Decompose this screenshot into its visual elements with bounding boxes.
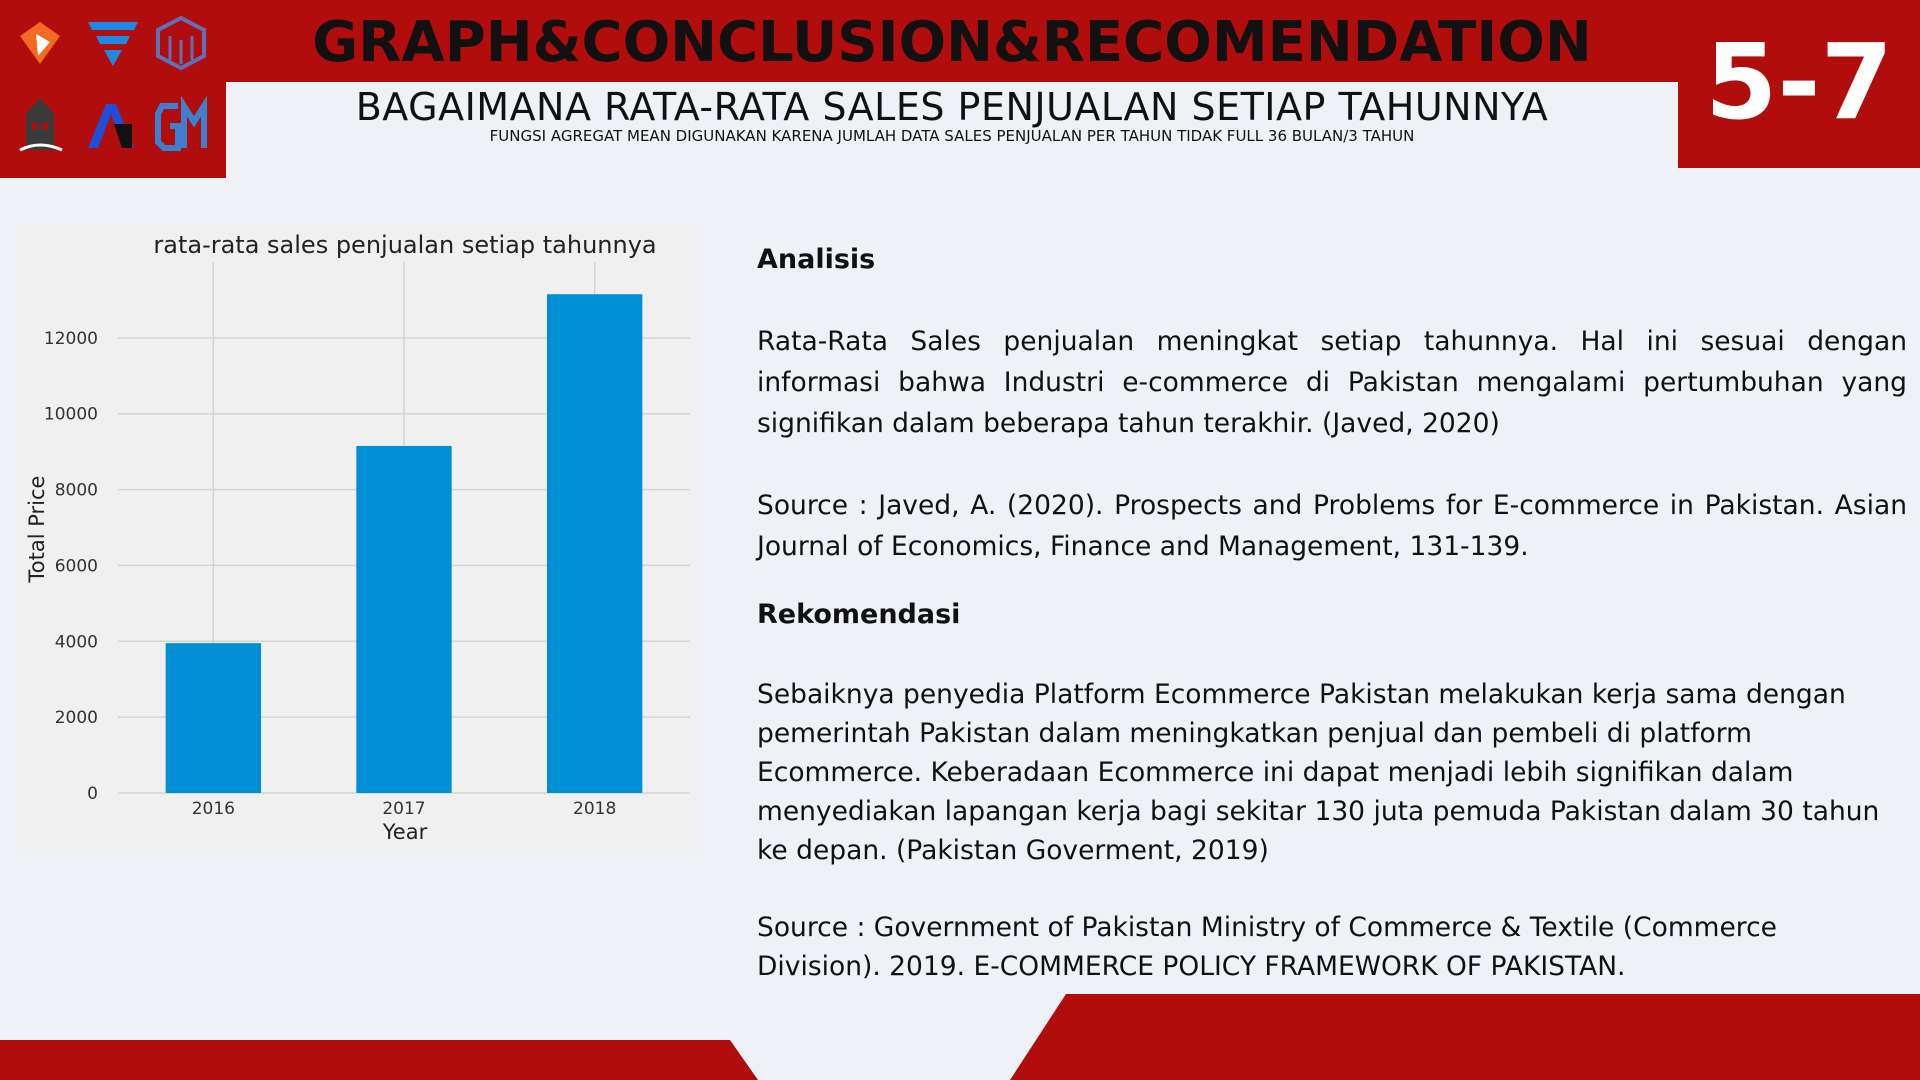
building-logo-icon [19, 98, 63, 152]
subtitle-panel [226, 82, 1678, 178]
cube-logo-icon [156, 15, 206, 71]
x-tick-label: 2016 [192, 799, 235, 819]
y-tick-label: 2000 [55, 708, 98, 728]
bottom-decoration [0, 994, 1920, 1080]
v-logo-icon [88, 22, 138, 66]
bar-2018 [547, 294, 643, 793]
chart-title: rata-rata sales penjualan setiap tahunny… [153, 231, 656, 259]
analysis-source: Source : Javed, A. (2020). Prospects and… [757, 490, 1907, 562]
recommendation-source: Source : Government of Pakistan Ministry… [757, 912, 1777, 982]
diamond-logo-icon [20, 22, 60, 64]
x-tick-label: 2017 [382, 799, 425, 819]
y-tick-label: 8000 [55, 481, 98, 501]
bar-2016 [165, 643, 261, 793]
analysis-heading: Analisis [757, 244, 876, 275]
y-tick-label: 12000 [44, 329, 98, 349]
y-tick-label: 0 [87, 784, 98, 804]
page-title: GRAPH&CONCLUSION&RECOMENDATION [312, 10, 1592, 75]
chart-x-axis-label: Year [382, 820, 428, 844]
y-tick-label: 10000 [44, 405, 98, 425]
text-column: Analisis Rata-Rata Sales penjualan menin… [757, 240, 1907, 986]
bar-chart: 0 2000 4000 6000 8000 10000 12000 2016 2017 2018 … [18, 226, 699, 852]
analysis-body: Rata-Rata Sales penjualan meningkat seti… [757, 326, 1907, 439]
chart-bars [165, 294, 643, 793]
page-note: FUNGSI AGREGAT MEAN DIGUNAKAN KARENA JUM… [489, 127, 1415, 145]
page-subtitle: BAGAIMANA RATA-RATA SALES PENJUALAN SETI… [355, 85, 1549, 129]
x-tick-label: 2018 [573, 799, 616, 819]
recommendation-body: Sebaiknya penyedia Platform Ecommerce Pa… [757, 679, 1880, 866]
chart-labels: 0 2000 4000 6000 8000 10000 12000 2016 2017 2018 [44, 329, 616, 819]
chart-y-axis-label: Total Price [25, 476, 49, 584]
gm-logo-icon [155, 95, 207, 151]
bar-2017 [356, 445, 452, 793]
y-tick-label: 4000 [55, 632, 98, 652]
recommendation-heading: Rekomendasi [757, 599, 961, 630]
section-number-panel [1678, 0, 1920, 168]
section-number: 5-7 [1705, 21, 1893, 143]
y-tick-label: 6000 [55, 556, 98, 576]
header-band [0, 0, 1920, 82]
a-logo-icon [88, 104, 134, 148]
